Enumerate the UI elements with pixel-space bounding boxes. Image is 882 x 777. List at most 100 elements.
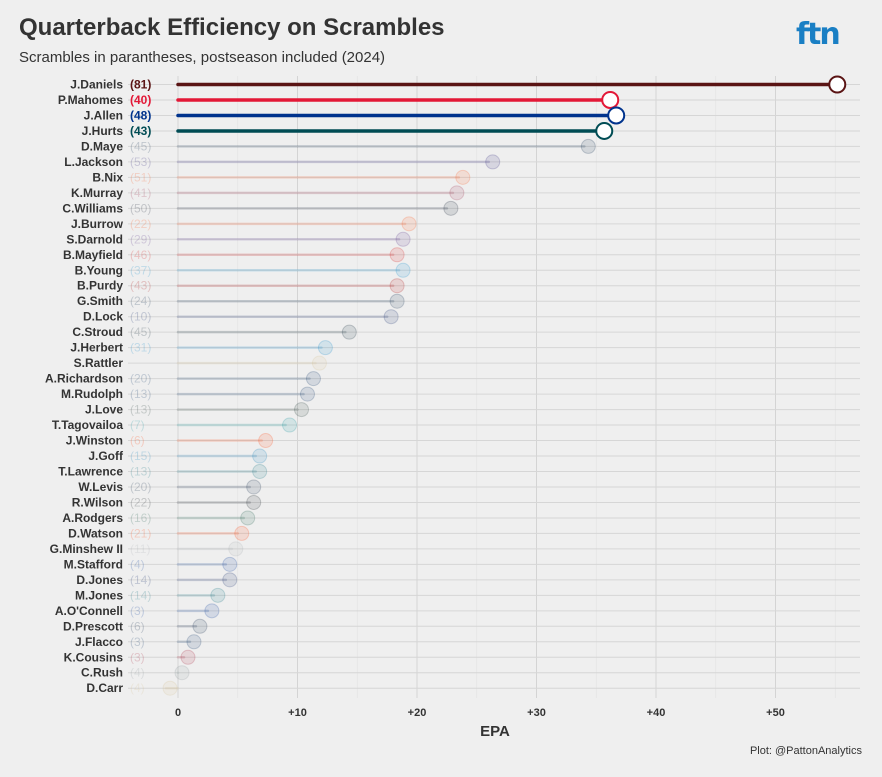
scrambles-label: (24) <box>130 294 151 308</box>
player-label: D.Prescott <box>63 619 123 633</box>
x-axis-title: EPA <box>480 723 510 740</box>
chart-subtitle: Scrambles in parantheses, postseason inc… <box>19 49 386 66</box>
player-label: D.Watson <box>68 526 123 540</box>
team-logo-marker <box>210 587 226 603</box>
team-logo-marker <box>595 121 614 140</box>
player-label: W.Levis <box>78 480 123 494</box>
team-logo-marker <box>449 185 465 201</box>
team-logo-marker <box>222 572 238 588</box>
player-label: P.Mahomes <box>58 93 123 107</box>
scrambles-label: (6) <box>130 434 145 448</box>
team-logo-marker <box>485 154 501 170</box>
scrambles-label: (43) <box>130 124 151 138</box>
scrambles-label: (81) <box>130 78 151 92</box>
player-label: C.Williams <box>62 201 123 215</box>
team-logo-marker <box>443 200 459 216</box>
scrambles-label: (22) <box>130 495 151 509</box>
player-label: G.Smith <box>77 294 123 308</box>
scrambles-label: (40) <box>130 93 151 107</box>
scrambles-label: (13) <box>130 387 151 401</box>
team-logo-marker <box>455 169 471 185</box>
scrambles-label: (10) <box>130 310 151 324</box>
team-logo-marker <box>580 138 596 154</box>
player-label: D.Jones <box>76 573 123 587</box>
team-logo-marker <box>246 494 262 510</box>
brand-logo: ftn <box>796 17 841 52</box>
player-label: G.Minshew II <box>50 542 123 556</box>
scrambles-label: (4) <box>130 681 145 695</box>
scrambles-label: (45) <box>130 325 151 339</box>
team-logo-marker <box>204 603 220 619</box>
team-logo-marker <box>389 247 405 263</box>
player-label: J.Goff <box>88 449 124 463</box>
player-label: L.Jackson <box>64 155 123 169</box>
x-tick-label: +10 <box>288 707 307 719</box>
plot-credit: Plot: @PattonAnalytics <box>749 745 862 757</box>
player-label: B.Young <box>75 263 123 277</box>
player-label: T.Lawrence <box>58 465 123 479</box>
team-logo-marker <box>299 386 315 402</box>
scrambles-label: (48) <box>130 108 151 122</box>
team-logo-marker <box>252 464 268 479</box>
scrambles-label: (37) <box>130 263 151 277</box>
player-label: M.Jones <box>75 588 123 602</box>
scrambles-label: (6) <box>130 619 145 633</box>
player-label: S.Rattler <box>74 356 124 370</box>
scrambles-label: (20) <box>130 480 151 494</box>
player-label: J.Daniels <box>70 78 123 92</box>
scrambles-label: (13) <box>130 403 151 417</box>
team-logo-marker <box>186 634 202 650</box>
team-logo-marker <box>174 665 190 681</box>
player-label: R.Wilson <box>72 495 123 509</box>
team-logo-marker <box>222 556 238 572</box>
scrambles-label: (4) <box>130 557 145 571</box>
team-logo-marker <box>180 649 196 665</box>
scrambles-label: (29) <box>130 232 151 246</box>
team-logo-marker <box>317 340 333 356</box>
scrambles-label: (7) <box>130 418 145 432</box>
team-logo-marker <box>240 510 256 526</box>
scrambles-label: (3) <box>130 635 145 649</box>
team-logo-marker <box>252 448 268 464</box>
scrambles-label: (43) <box>130 279 151 293</box>
team-logo-marker <box>192 618 208 634</box>
scrambles-label: (4) <box>130 666 145 680</box>
player-label: A.Rodgers <box>62 511 123 525</box>
player-label: C.Rush <box>81 666 123 680</box>
scrambles-label: (45) <box>130 139 151 153</box>
team-logo-marker <box>162 680 178 696</box>
team-logo-marker <box>282 417 298 433</box>
chart-title: Quarterback Efficiency on Scrambles <box>19 14 445 41</box>
scrambles-label: (31) <box>130 341 151 355</box>
scrambles-label: (51) <box>130 170 151 184</box>
player-label: S.Darnold <box>66 232 123 246</box>
team-logo-marker <box>228 541 244 557</box>
scrambles-label: (21) <box>130 526 151 540</box>
player-label: J.Flacco <box>75 635 123 649</box>
team-logo-marker <box>395 231 411 247</box>
player-label: J.Love <box>85 403 123 417</box>
team-logo-marker <box>341 324 357 340</box>
scrambles-label: (46) <box>130 248 151 262</box>
team-logo-marker <box>383 309 399 325</box>
team-logo-marker <box>828 75 847 94</box>
team-logo-marker <box>389 278 405 294</box>
scrambles-label: (22) <box>130 217 151 231</box>
team-logo-marker <box>601 90 620 109</box>
player-label: K.Murray <box>71 186 123 200</box>
scrambles-label: (50) <box>130 201 151 215</box>
scrambles-label: (53) <box>130 155 151 169</box>
player-label: J.Hurts <box>82 124 124 138</box>
scrambles-label: (15) <box>130 449 151 463</box>
x-tick-label: 0 <box>175 707 181 719</box>
scrambles-label: (3) <box>130 604 145 618</box>
scrambles-label: (16) <box>130 511 151 525</box>
team-logo-marker <box>401 216 417 232</box>
player-label: C.Stroud <box>72 325 123 339</box>
player-label: J.Winston <box>66 434 123 448</box>
player-label: B.Nix <box>92 170 123 184</box>
scrambles-label: (41) <box>130 186 151 200</box>
player-label: J.Allen <box>84 108 123 122</box>
scrambles-label: (20) <box>130 372 151 386</box>
scrambles-label: (14) <box>130 573 151 587</box>
